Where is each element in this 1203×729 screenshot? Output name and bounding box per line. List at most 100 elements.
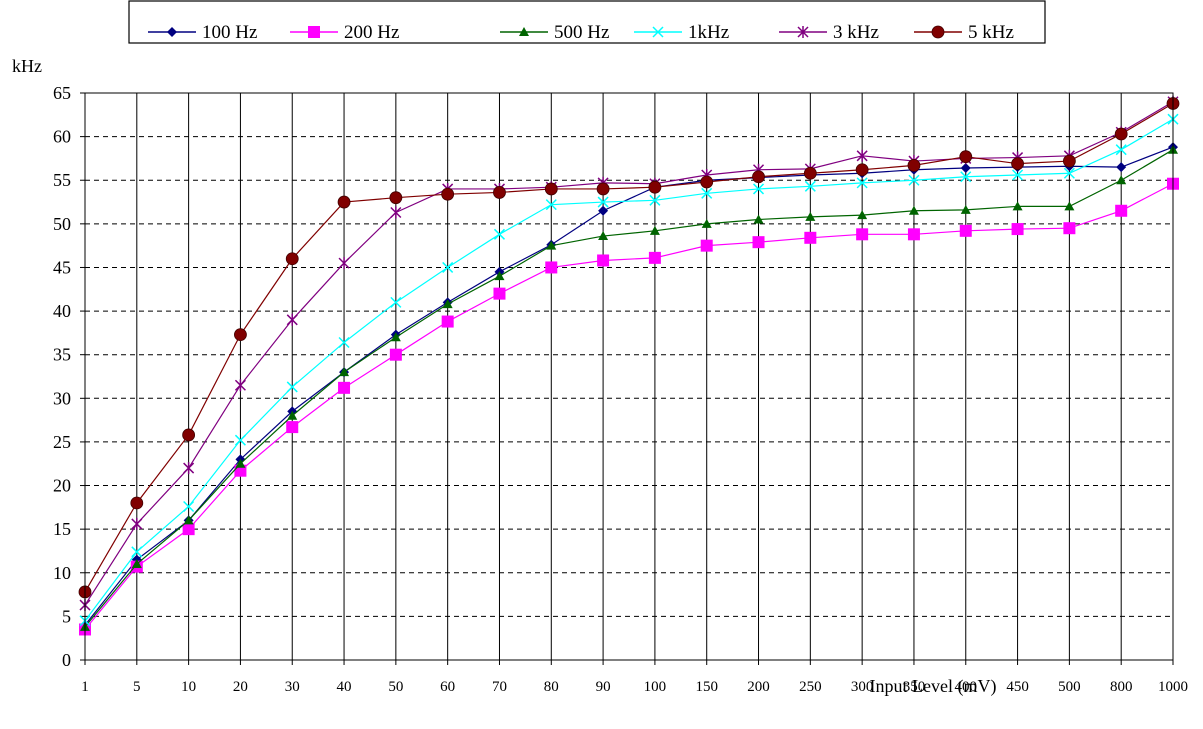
legend-marker (519, 27, 529, 36)
data-point-marker (183, 500, 195, 513)
y-tick-label: 65 (53, 83, 71, 103)
data-point-marker (598, 205, 609, 216)
data-point-marker (752, 236, 765, 249)
data-point-marker (856, 177, 868, 189)
data-point-marker (493, 228, 506, 240)
x-tick-label: 200 (747, 679, 770, 695)
data-point-marker (286, 313, 298, 326)
data-point-marker (960, 204, 971, 214)
data-point-marker (960, 163, 971, 174)
data-point-marker (700, 175, 714, 189)
y-tick-label: 35 (53, 345, 71, 365)
y-tick-label: 45 (53, 257, 71, 277)
data-point-marker (907, 228, 920, 241)
series-3-khz (79, 95, 1179, 612)
data-point-marker (338, 336, 350, 349)
data-point-marker (960, 171, 972, 183)
x-tick-label: 500 (1058, 679, 1081, 695)
data-point-marker (234, 379, 246, 392)
data-point-marker (804, 231, 817, 244)
data-point-marker (389, 348, 402, 361)
data-point-marker (1116, 175, 1127, 185)
legend-marker (931, 25, 945, 39)
data-point-marker (908, 174, 920, 186)
legend-label: 1kHz (688, 22, 729, 43)
data-point-marker (390, 206, 402, 219)
y-tick-label: 15 (53, 519, 71, 539)
x-tick-label: 400 (955, 679, 978, 695)
x-tick-label: 10 (181, 679, 196, 695)
data-point-marker (596, 182, 610, 196)
data-point-marker (752, 183, 765, 195)
data-point-marker (182, 428, 196, 442)
data-point-marker (545, 199, 557, 211)
data-point-marker (544, 182, 558, 196)
y-axis-label: kHz (12, 56, 42, 76)
legend-label: 3 kHz (833, 22, 879, 43)
data-point-marker (856, 228, 869, 241)
data-point-marker (183, 462, 195, 475)
data-point-marker (1115, 204, 1128, 217)
data-point-marker (856, 149, 868, 162)
data-point-marker (598, 231, 609, 241)
legend-label: 200 Hz (344, 22, 399, 43)
data-point-marker (908, 205, 919, 215)
y-tick-label: 60 (53, 127, 71, 147)
series-100-hz (80, 142, 1178, 631)
data-point-marker (337, 195, 351, 209)
x-tick-label: 90 (596, 679, 611, 695)
series-line (84, 149, 1174, 628)
data-point-marker (1063, 167, 1075, 179)
y-tick-label: 50 (53, 214, 71, 234)
legend-marker (308, 26, 320, 38)
data-point-marker (286, 381, 298, 393)
data-point-marker (285, 252, 299, 266)
x-tick-label: 40 (337, 679, 352, 695)
data-point-marker (545, 261, 558, 274)
data-point-marker (338, 257, 350, 270)
legend-item: 1kHz (634, 22, 729, 43)
grid (85, 92, 1173, 660)
legend-label: 5 kHz (968, 22, 1014, 43)
x-tick-label: 80 (544, 679, 559, 695)
data-point-marker (959, 224, 972, 237)
data-point-marker (131, 517, 143, 530)
legend-item: 5 kHz (914, 22, 1014, 43)
data-point-marker (855, 163, 869, 177)
data-point-marker (700, 239, 713, 252)
data-point-marker (1114, 127, 1128, 141)
data-point-marker (597, 196, 609, 208)
data-point-marker (1012, 201, 1023, 211)
data-point-marker (701, 187, 713, 199)
legend-item: 3 kHz (779, 22, 879, 43)
legend-marker (167, 27, 177, 37)
data-point-marker (648, 180, 662, 194)
data-point-marker (493, 287, 506, 300)
x-tick-label: 70 (492, 679, 507, 695)
data-point-marker (390, 332, 401, 342)
x-tick-label: 1000 (1158, 679, 1188, 695)
data-point-marker (493, 186, 506, 199)
data-point-marker (182, 523, 195, 536)
data-point-marker (907, 159, 921, 172)
x-tick-label: 1 (81, 679, 89, 695)
series-5-khz (78, 97, 1180, 599)
series-1khz (79, 113, 1179, 627)
legend-label: 500 Hz (554, 22, 609, 43)
data-point-marker (234, 434, 246, 446)
x-tick-label: 50 (388, 679, 403, 695)
data-point-marker (130, 496, 144, 510)
plot-frame (84, 92, 1174, 661)
data-point-marker (494, 271, 505, 281)
data-point-marker (235, 458, 246, 468)
data-point-marker (183, 515, 194, 525)
y-tick-label: 10 (53, 563, 71, 583)
data-point-marker (339, 367, 350, 377)
y-tick-label: 0 (62, 650, 71, 670)
legend-item: 500 Hz (500, 22, 609, 43)
y-tick-label: 30 (53, 388, 71, 408)
y-tick-label: 25 (53, 432, 71, 452)
x-tick-label: 450 (1006, 679, 1029, 695)
y-tick-label: 40 (53, 301, 71, 321)
data-point-marker (234, 328, 247, 342)
